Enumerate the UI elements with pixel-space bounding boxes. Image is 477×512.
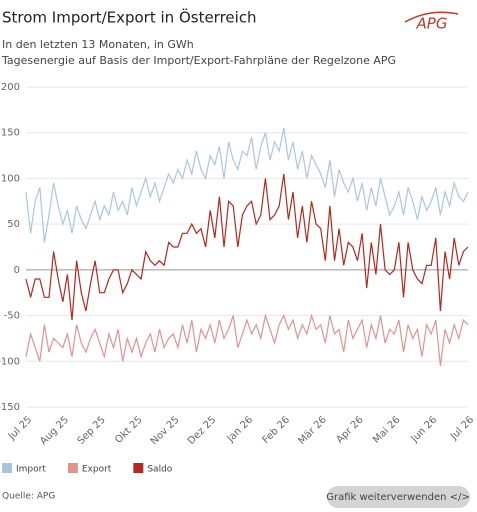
x-tick-label: Mär 26 xyxy=(297,414,329,446)
line-import xyxy=(25,127,469,243)
y-tick-label: 200 xyxy=(1,82,20,93)
legend-label: Import xyxy=(16,465,46,475)
y-tick-label: 100 xyxy=(1,173,20,184)
x-tick-label: Jan 26 xyxy=(225,414,256,445)
line-export xyxy=(25,313,469,366)
logo: APG xyxy=(416,15,448,33)
x-tick-label: Apr 26 xyxy=(334,414,365,445)
y-tick-label: -100 xyxy=(0,356,20,367)
x-tick-label: Jul 26 xyxy=(448,414,476,442)
x-tick-label: Sep 25 xyxy=(76,414,108,446)
x-tick-label: Mai 26 xyxy=(371,414,402,445)
line-saldo xyxy=(25,173,469,321)
y-tick-label: 50 xyxy=(7,219,20,230)
y-tick-label: 150 xyxy=(1,128,20,139)
x-tick-label: Jul 25 xyxy=(6,414,34,442)
legend-label: Saldo xyxy=(147,465,172,475)
legend-swatch xyxy=(2,463,12,473)
x-tick-label: Okt 25 xyxy=(113,414,144,445)
y-tick-label: -50 xyxy=(4,311,20,322)
button-bg[interactable] xyxy=(327,486,470,508)
x-tick-label: Aug 25 xyxy=(38,414,71,447)
subtitle: Tagesenergie auf Basis der Import/Export… xyxy=(1,54,396,67)
x-tick-label: Dez 25 xyxy=(186,414,219,447)
reuse-button[interactable]: Grafik weiterverwenden </> xyxy=(326,486,470,508)
x-tick-label: Jun 26 xyxy=(409,414,440,445)
chart-title: Strom Import/Export in Österreich xyxy=(2,8,257,27)
logo-swoosh xyxy=(404,11,459,23)
button-label[interactable]: Grafik weiterverwenden </> xyxy=(326,492,470,503)
x-tick-label: Nov 25 xyxy=(149,414,182,447)
subtitle: In den letzten 13 Monaten, in GWh xyxy=(2,38,194,51)
y-tick-label: -150 xyxy=(0,402,20,413)
legend-swatch xyxy=(67,463,78,473)
y-tick-label: 0 xyxy=(14,265,20,276)
x-tick-label: Feb 26 xyxy=(261,414,293,446)
legend-swatch xyxy=(133,463,144,473)
legend-label: Export xyxy=(82,465,112,475)
source: Quelle: APG xyxy=(2,492,55,502)
